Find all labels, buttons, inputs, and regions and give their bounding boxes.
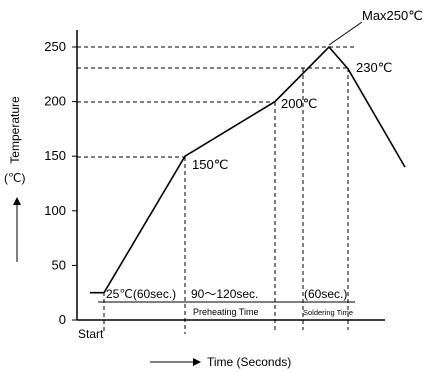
- y-axis-title: Temperature: [8, 96, 22, 164]
- temperature-profile-line: [90, 45, 406, 294]
- phase-label-1: 25℃(60sec.): [106, 287, 176, 301]
- label-200: 200℃: [281, 96, 317, 111]
- y-axis-unit: (℃): [4, 171, 25, 185]
- y-ticks: 0 50 100 150 200 250: [44, 39, 77, 327]
- y-tick-label: 0: [59, 312, 66, 327]
- label-230: 230℃: [356, 60, 392, 75]
- reference-lines: [77, 46, 355, 334]
- preheating-time-label: Preheating Time: [193, 307, 259, 317]
- y-tick-label: 250: [44, 39, 66, 54]
- y-tick-label: 100: [44, 203, 66, 218]
- label-150: 150℃: [192, 157, 228, 172]
- phase-label-3: (60sec.): [304, 287, 347, 301]
- max-leader-line: [328, 21, 363, 46]
- y-tick-label: 200: [44, 94, 66, 109]
- phase-label-2: 90〜120sec.: [191, 287, 258, 301]
- y-tick-label: 50: [52, 257, 66, 272]
- x-start-label: Start: [78, 327, 104, 341]
- x-axis-title: Time (Seconds): [207, 355, 291, 369]
- soldering-time-label: Soldering Time: [303, 308, 353, 317]
- max-label: Max250℃: [362, 8, 423, 23]
- y-tick-label: 150: [44, 148, 66, 163]
